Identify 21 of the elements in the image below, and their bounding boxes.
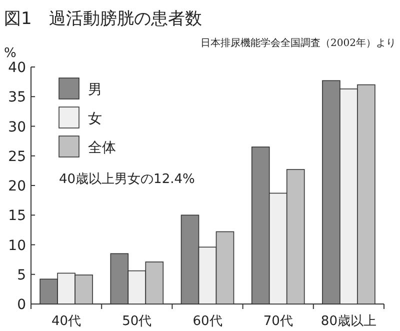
y-tick-label: 20 — [8, 178, 26, 194]
x-tick-label: 70代 — [263, 314, 293, 329]
y-tick-label: 5 — [17, 267, 26, 284]
x-tick-label: 50代 — [122, 314, 152, 329]
legend-label: 男 — [88, 82, 102, 98]
legend-label: 全体 — [88, 140, 116, 156]
y-axis-title: % — [4, 46, 16, 61]
legend-label: 女 — [88, 111, 102, 127]
x-tick-label: 40代 — [52, 314, 82, 329]
text: 日本排尿機能学会全国調査（2002年）より — [200, 37, 396, 49]
x-tick-label: 60代 — [192, 314, 222, 329]
y-tick-label: 0 — [17, 297, 26, 313]
y-tick-label: 35 — [8, 90, 26, 106]
y-tick-label: 25 — [8, 148, 26, 165]
y-tick-label: 40 — [8, 60, 26, 76]
annotation: 40歳以上男女の12.4% — [59, 172, 195, 187]
x-tick-label: 80歳以上 — [320, 314, 376, 329]
y-tick-label: 30 — [8, 119, 26, 136]
chart-title: 図1 過活動膀胱の患者数 — [4, 9, 202, 29]
y-tick-label: 10 — [8, 238, 26, 254]
y-tick-label: 15 — [8, 208, 26, 224]
